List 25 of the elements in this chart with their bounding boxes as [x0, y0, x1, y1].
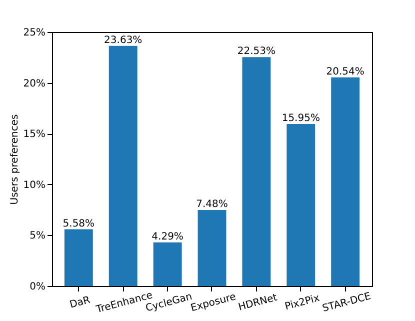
bar: [198, 210, 226, 286]
data-label: 23.63%: [104, 34, 142, 46]
y-axis-title: Users preferences: [9, 114, 20, 205]
bar: [153, 242, 182, 286]
y-tick-label: 15%: [23, 129, 46, 140]
bar: [331, 77, 360, 286]
data-label: 7.48%: [196, 199, 228, 210]
y-tick-label: 0%: [30, 282, 46, 292]
x-tick-label: DaR: [68, 294, 92, 311]
x-tick-label: Pix2Pix: [284, 292, 321, 313]
y-tick-label: 25%: [23, 28, 46, 38]
bar: [242, 57, 271, 286]
data-label: 5.58%: [62, 218, 95, 230]
bar: [286, 124, 316, 286]
data-label: 20.54%: [326, 66, 364, 78]
data-label: 4.29%: [152, 231, 184, 242]
y-tick-label: 5%: [30, 230, 46, 242]
x-tick-label: HDRNet: [237, 292, 279, 314]
y-tick-label: 20%: [23, 78, 46, 90]
data-label: 15.95%: [282, 112, 320, 124]
bar: [108, 46, 138, 286]
x-tick-label: Exposure: [190, 292, 238, 314]
y-tick-label: 10%: [23, 180, 46, 191]
data-label: 22.53%: [237, 46, 276, 58]
bar: [64, 229, 93, 286]
